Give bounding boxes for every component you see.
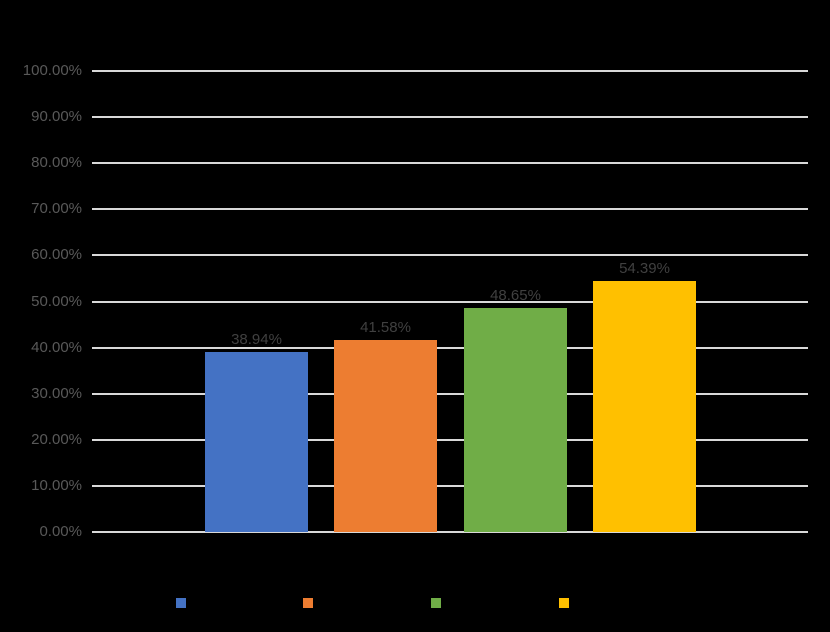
y-axis-tick-label: 50.00% [31,292,82,310]
gridline-50 [92,300,808,303]
y-axis-tick-label: 40.00% [31,338,82,356]
legend-swatch-series-4 [559,598,569,608]
bar-value-label: 41.58% [360,319,411,337]
y-axis-tick-label: 0.00% [39,523,82,540]
legend-swatch-series-3 [431,598,441,608]
gridline-90 [92,116,808,119]
bar-series-3 [464,307,567,532]
bar-series-4 [593,281,696,532]
bar-value-label: 48.65% [490,286,541,304]
gridline-70 [92,208,808,211]
gridline-10 [92,484,808,487]
gridline-100 [92,70,808,72]
gridline-80 [92,162,808,165]
y-axis-tick-label: 60.00% [31,246,82,264]
y-axis-tick-label: 80.00% [31,154,82,172]
y-axis-tick-label: 20.00% [31,430,82,448]
bar-series-2 [334,340,437,532]
y-axis-tick-label: 10.00% [31,476,82,494]
bar-value-label: 38.94% [231,331,282,349]
legend-swatch-series-1 [176,598,186,608]
gridline-20 [92,438,808,441]
gridline-60 [92,254,808,257]
bar-series-1 [205,352,308,532]
gridline-0 [92,531,808,533]
y-axis-tick-label: 30.00% [31,384,82,402]
y-axis-tick-label: 100.00% [22,62,82,79]
y-axis-tick-label: 70.00% [31,200,82,218]
bar-value-label: 54.39% [619,260,670,278]
legend-swatch-series-2 [303,598,313,608]
y-axis-tick-label: 90.00% [31,108,82,126]
gridline-30 [92,392,808,395]
gridline-40 [92,346,808,349]
